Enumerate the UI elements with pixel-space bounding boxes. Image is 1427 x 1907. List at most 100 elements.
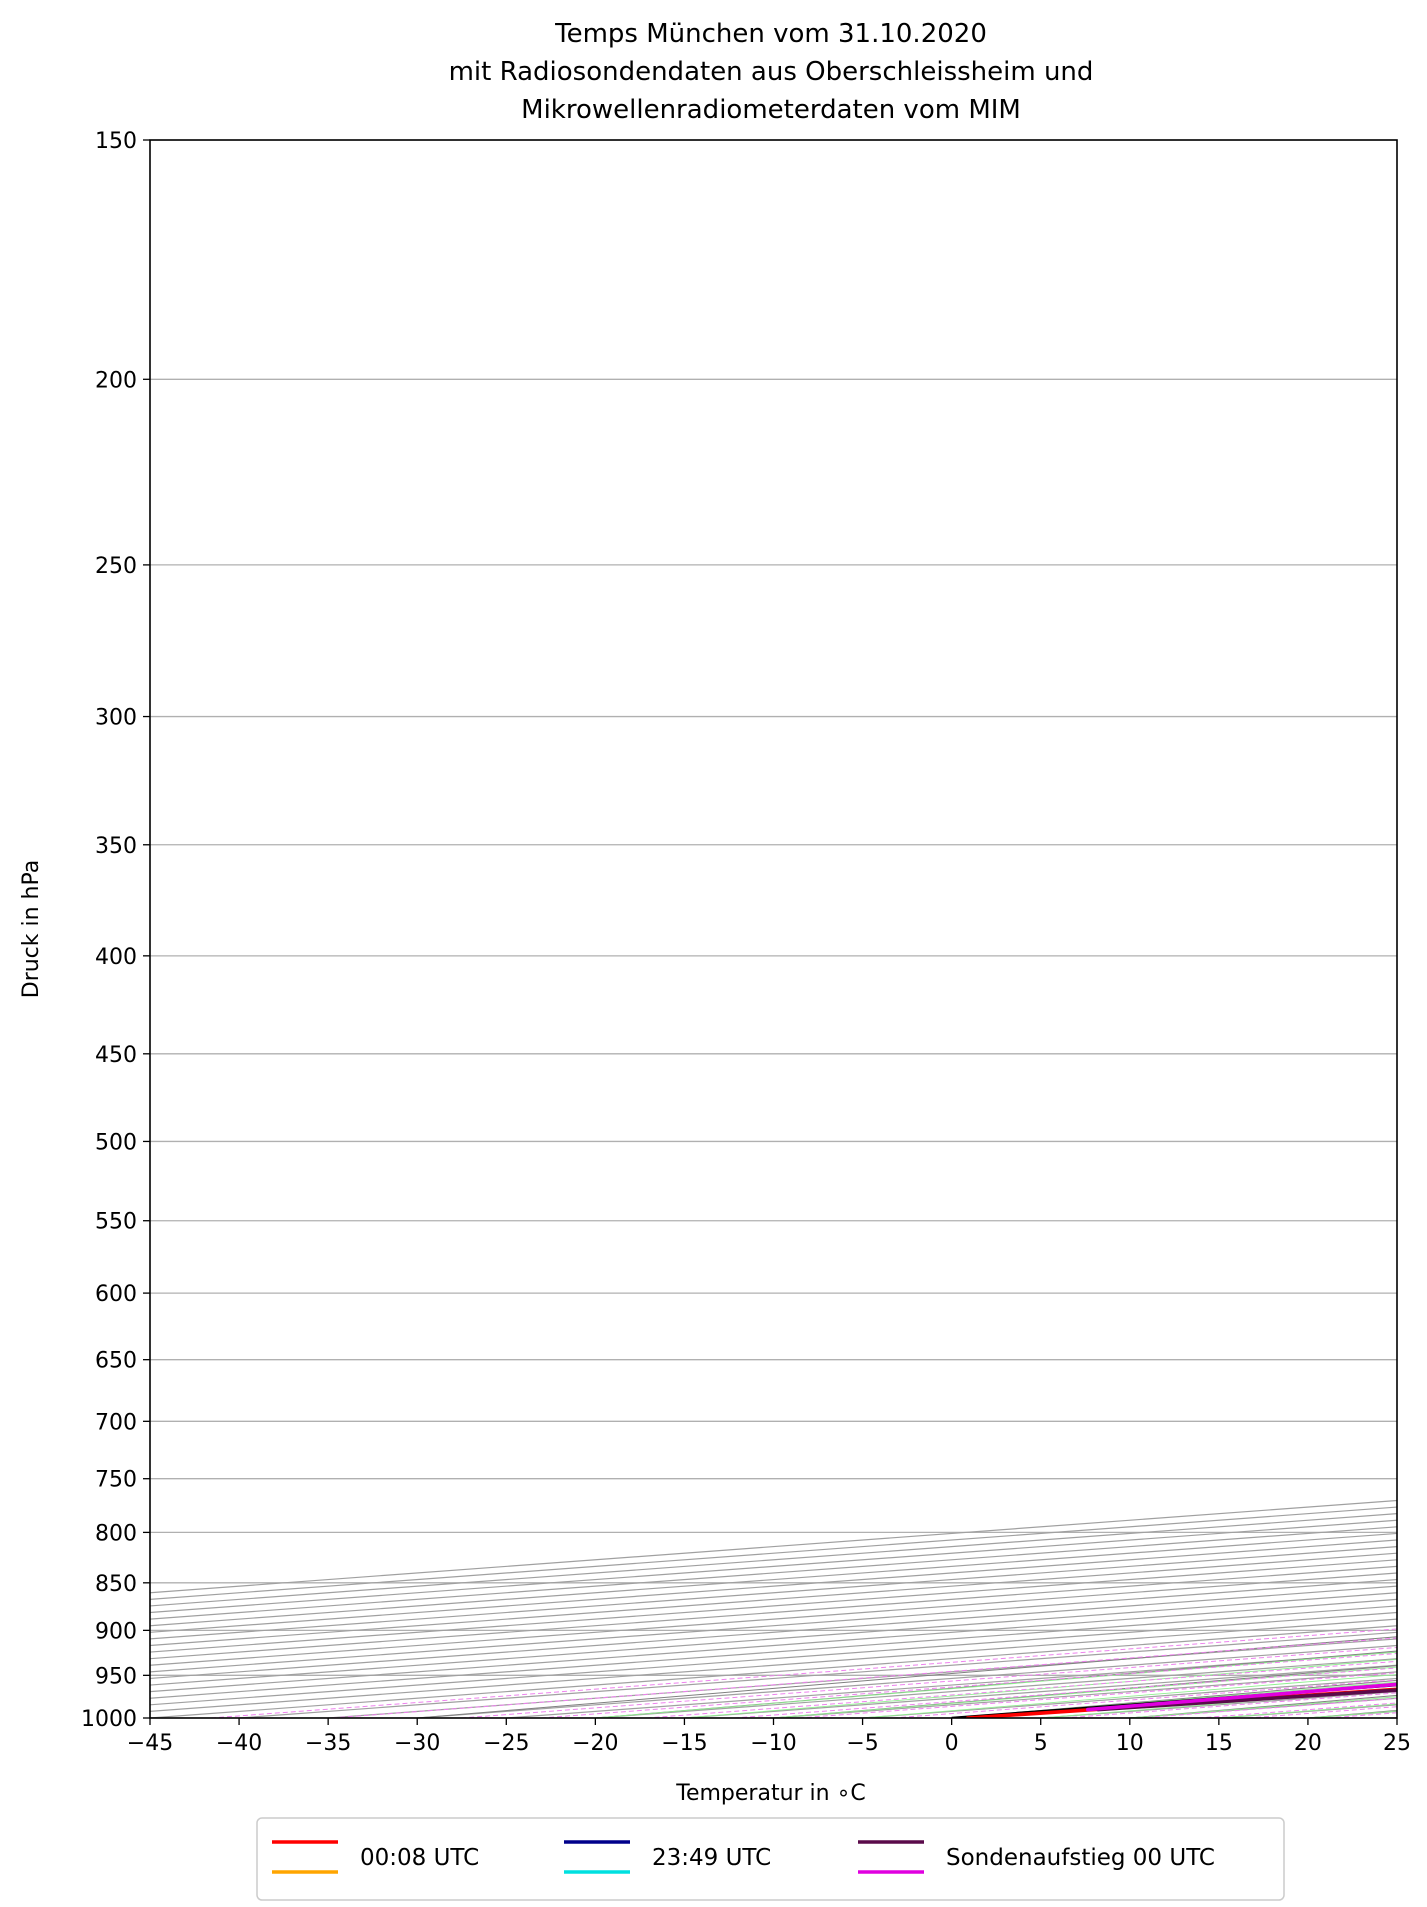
mixing-ratio-line xyxy=(461,1647,1397,1718)
x-tick-label: 15 xyxy=(1205,1731,1233,1756)
moist-adiabat-line xyxy=(773,1666,1397,1718)
moist-adiabat-line xyxy=(862,1674,1397,1718)
legend-label-0008: 00:08 UTC xyxy=(360,1845,479,1871)
x-tick-label: −40 xyxy=(216,1731,262,1756)
plot-area xyxy=(150,140,1397,1718)
isotherm-line xyxy=(150,1625,1397,1718)
isotherm-line xyxy=(150,1526,1397,1620)
isotherm-line xyxy=(239,1631,1397,1718)
mixing-ratio-line xyxy=(1328,1712,1397,1718)
dry-adiabat-line xyxy=(951,1679,1397,1718)
moist-adiabat-line xyxy=(1218,1703,1397,1718)
x-axis-label: Temperatur in ∘C xyxy=(675,1781,865,1806)
y-tick-label: 900 xyxy=(95,1619,137,1644)
title-line-1: Temps München vom 31.10.2020 xyxy=(554,19,987,49)
y-axis-label: Druck in hPa xyxy=(19,860,44,999)
mixing-ratio-lines xyxy=(210,1628,1397,1718)
x-tick-label: −45 xyxy=(127,1731,173,1756)
plot-frame xyxy=(149,139,1398,1719)
x-tick-label: −35 xyxy=(305,1731,351,1756)
x-tick-label: −30 xyxy=(394,1731,440,1756)
x-tick-label: −10 xyxy=(750,1731,796,1756)
x-tick-label: −20 xyxy=(572,1731,618,1756)
mixing-ratio-line xyxy=(893,1679,1397,1718)
title-line-2: mit Radiosondendaten aus Oberschleisshei… xyxy=(449,57,1094,87)
isotherm-lines xyxy=(150,1499,1397,1718)
x-tick-label: −25 xyxy=(483,1731,529,1756)
moist-adiabat-line xyxy=(1307,1710,1397,1718)
y-tick-label: 700 xyxy=(95,1410,137,1435)
legend-box xyxy=(256,1817,1285,1901)
moist-adiabat-line xyxy=(1040,1689,1397,1718)
title-line-3: Mikrowellenradiometerdaten vom MIM xyxy=(521,95,1021,125)
x-tick-label: 20 xyxy=(1294,1731,1322,1756)
isotherm-line xyxy=(1307,1710,1397,1718)
isotherm-line xyxy=(150,1565,1397,1660)
chart-title: Temps München vom 31.10.2020 mit Radioso… xyxy=(449,19,1094,125)
y-tick-label: 450 xyxy=(95,1043,137,1068)
moist-adiabat-lines xyxy=(595,1651,1397,1718)
isotherm-line xyxy=(150,1572,1397,1666)
y-tick-label: 600 xyxy=(95,1282,137,1307)
x-tick-label: 25 xyxy=(1383,1731,1411,1756)
x-tick-label: 0 xyxy=(945,1731,959,1756)
isotherm-line xyxy=(150,1552,1397,1647)
y-tick-label: 300 xyxy=(95,706,137,731)
zero-isotherm xyxy=(951,1683,1397,1718)
isotherm-line xyxy=(150,1539,1397,1633)
y-tick-label: 200 xyxy=(95,368,137,393)
isotherm-line xyxy=(150,1532,1397,1627)
mixing-ratio-line xyxy=(541,1652,1397,1718)
y-tick-label: 500 xyxy=(95,1130,137,1155)
y-tick-label: 800 xyxy=(95,1521,137,1546)
isotherm-line xyxy=(1129,1697,1397,1718)
isotherm-line xyxy=(1040,1691,1397,1718)
mixing-ratio-line xyxy=(1198,1702,1397,1718)
isotherm-line xyxy=(150,1546,1397,1640)
y-tick-label: 950 xyxy=(95,1664,137,1689)
moist-adiabat-line xyxy=(684,1659,1397,1718)
isotherm-line xyxy=(150,1585,1397,1680)
isotherm-line xyxy=(1218,1704,1397,1718)
isotherm-line xyxy=(1396,1717,1397,1718)
isotherm-line xyxy=(773,1671,1397,1718)
zero-isotherm-line xyxy=(951,1683,1397,1718)
isotherm-line xyxy=(417,1644,1397,1718)
isotherm-line xyxy=(862,1677,1397,1718)
isotherm-line xyxy=(506,1651,1397,1718)
isotherm-line xyxy=(684,1664,1397,1718)
y-tick-label: 400 xyxy=(95,945,137,970)
isotherm-line xyxy=(150,1611,1397,1706)
isotherm-line xyxy=(951,1684,1397,1718)
dry-adiabat-line xyxy=(595,1650,1397,1718)
moist-adiabat-line xyxy=(951,1681,1397,1718)
x-tick-label: 5 xyxy=(1034,1731,1048,1756)
isotherm-line xyxy=(150,1618,1397,1713)
y-tick-label: 350 xyxy=(95,834,137,859)
dry-adiabat-line xyxy=(1129,1694,1397,1718)
isotherm-line xyxy=(150,1578,1397,1673)
dry-adiabat-line xyxy=(1307,1709,1397,1718)
dry-adiabat-line xyxy=(417,1636,1397,1718)
isotherm-line xyxy=(150,1499,1397,1594)
isotherm-line xyxy=(328,1638,1397,1718)
series-line-sondenaufstieg-00-utc-temperature xyxy=(1096,1688,1397,1712)
isobar-gridlines xyxy=(150,140,1397,1718)
isotherm-line xyxy=(150,1513,1397,1607)
x-tick-label: −5 xyxy=(846,1731,878,1756)
isotherm-line xyxy=(150,1605,1397,1699)
isotherm-line xyxy=(150,1592,1397,1686)
mixing-ratio-line xyxy=(331,1637,1397,1718)
y-tick-label: 1000 xyxy=(81,1707,137,1732)
moist-adiabat-line xyxy=(1396,1717,1397,1718)
y-axis-ticks: 1000 950 900 850 800 750 700 650 600 550 500 450 400… xyxy=(81,129,150,1732)
y-tick-label: 750 xyxy=(95,1468,137,1493)
y-tick-label: 150 xyxy=(95,129,137,154)
legend-label-sonde: Sondenaufstieg 00 UTC xyxy=(946,1845,1215,1871)
y-tick-label: 850 xyxy=(95,1572,137,1597)
moist-adiabat-line xyxy=(1129,1696,1397,1718)
y-tick-label: 250 xyxy=(95,554,137,579)
isotherm-line xyxy=(150,1519,1397,1614)
isotherm-line xyxy=(150,1559,1397,1653)
